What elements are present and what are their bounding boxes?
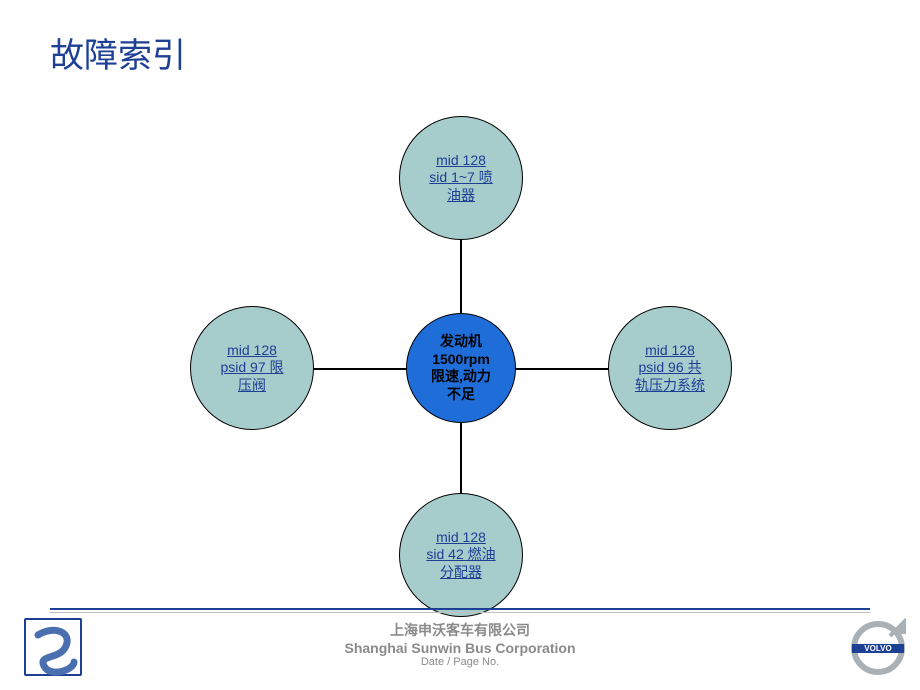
center-text: 限速,动力: [431, 368, 491, 384]
node-text: mid 128: [436, 529, 486, 545]
node-text: psid 96 共: [638, 359, 701, 375]
outer-node-0[interactable]: mid 128sid 1~7 喷油器: [399, 116, 523, 240]
node-text: 轨压力系统: [635, 377, 705, 393]
volvo-logo: VOLVO: [850, 618, 908, 676]
footer: 上海申沃客车有限公司 Shanghai Sunwin Bus Corporati…: [0, 620, 920, 668]
fault-diagram: mid 128sid 1~7 喷油器mid 128psid 96 共轨压力系统m…: [0, 0, 920, 690]
center-node: 发动机 1500rpm限速,动力不足: [406, 313, 516, 423]
outer-node-1[interactable]: mid 128psid 96 共轨压力系统: [608, 306, 732, 430]
node-text: psid 97 限: [220, 359, 283, 375]
footer-date-page: Date / Page No.: [0, 656, 920, 668]
svg-text:VOLVO: VOLVO: [864, 644, 891, 653]
node-text: sid 42 燃油: [426, 546, 495, 562]
sunwin-logo: [24, 618, 82, 676]
node-text: 压阀: [238, 377, 266, 393]
footer-company-en: Shanghai Sunwin Bus Corporation: [0, 640, 920, 656]
footer-company-zh: 上海申沃客车有限公司: [0, 620, 920, 640]
node-text: 分配器: [440, 564, 482, 580]
center-text: 不足: [447, 386, 475, 402]
node-text: mid 128: [436, 152, 486, 168]
footer-rule-top: [50, 608, 870, 610]
center-text: 发动机: [440, 333, 482, 349]
footer-rule-bottom: [50, 612, 870, 613]
outer-node-3[interactable]: mid 128psid 97 限压阀: [190, 306, 314, 430]
node-text: sid 1~7 喷: [429, 169, 492, 185]
center-text: 1500rpm: [432, 351, 490, 367]
node-text: 油器: [447, 187, 475, 203]
node-text: mid 128: [645, 342, 695, 358]
outer-node-2[interactable]: mid 128sid 42 燃油分配器: [399, 493, 523, 617]
node-text: mid 128: [227, 342, 277, 358]
